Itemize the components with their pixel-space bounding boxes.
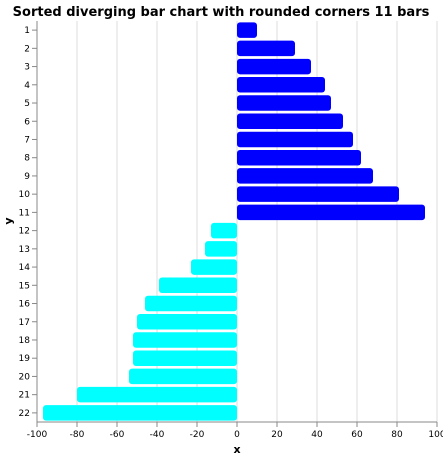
y-tick-label: 20 (19, 372, 31, 382)
y-tick-label: 22 (19, 409, 30, 419)
y-tick-label: 18 (19, 336, 31, 346)
x-tick-label: 60 (351, 430, 363, 440)
x-tick-label: -100 (27, 430, 48, 440)
y-tick-label: 3 (24, 63, 30, 73)
y-axis-title: y (2, 217, 15, 224)
x-tick-label: -40 (150, 430, 165, 440)
y-tick-label: 21 (19, 391, 30, 401)
y-tick-label: 8 (24, 154, 30, 164)
chart-title: Sorted diverging bar chart with rounded … (13, 5, 430, 20)
bar-17 (137, 314, 237, 330)
y-tick-label: 5 (24, 99, 30, 109)
y-tick-label: 16 (19, 300, 31, 310)
bar-20 (129, 368, 237, 385)
bar-6 (237, 113, 343, 129)
bars-layer (43, 22, 425, 421)
bar-21 (77, 386, 237, 403)
bar-1 (237, 22, 257, 38)
bar-19 (133, 350, 237, 366)
x-tick-label: -60 (110, 430, 125, 440)
x-tick-label: -20 (190, 430, 205, 440)
bar-4 (237, 77, 325, 93)
x-tick-label: -80 (70, 430, 85, 440)
bar-5 (237, 95, 331, 111)
x-axis-title: x (233, 443, 240, 456)
y-tick-label: 15 (19, 281, 30, 291)
y-tick-label: 7 (24, 135, 30, 145)
y-tick-label: 6 (24, 117, 30, 127)
y-tick-label: 4 (24, 81, 30, 91)
bar-12 (211, 222, 237, 239)
axis-layer: -100 -80 -60 -40 -20 0 20 40 60 80 100123456789101… (19, 21, 443, 440)
bar-7 (237, 131, 353, 148)
bar-10 (237, 186, 399, 202)
y-tick-label: 1 (24, 26, 30, 36)
x-tick-label: 0 (234, 430, 240, 440)
bar-2 (237, 40, 295, 57)
y-tick-label: 2 (24, 44, 30, 54)
x-tick-label: 80 (391, 430, 403, 440)
bar-13 (205, 241, 237, 257)
y-tick-label: 19 (19, 354, 31, 364)
y-tick-label: 13 (19, 245, 30, 255)
bar-11 (237, 204, 425, 221)
bar-15 (159, 277, 237, 294)
x-tick-label: 40 (311, 430, 323, 440)
bar-18 (133, 332, 237, 348)
x-tick-label: 20 (271, 430, 283, 440)
y-tick-label: 14 (19, 263, 31, 273)
bar-16 (145, 295, 237, 312)
bar-8 (237, 149, 361, 166)
y-tick-label: 10 (19, 190, 31, 200)
bar-22 (43, 405, 237, 421)
y-tick-label: 9 (24, 172, 30, 182)
y-tick-label: 11 (19, 208, 30, 218)
bar-3 (237, 58, 311, 75)
x-tick-label: 100 (428, 430, 443, 440)
bar-9 (237, 168, 373, 184)
y-tick-label: 12 (19, 227, 30, 237)
bar-14 (191, 259, 237, 275)
y-tick-label: 17 (19, 318, 30, 328)
